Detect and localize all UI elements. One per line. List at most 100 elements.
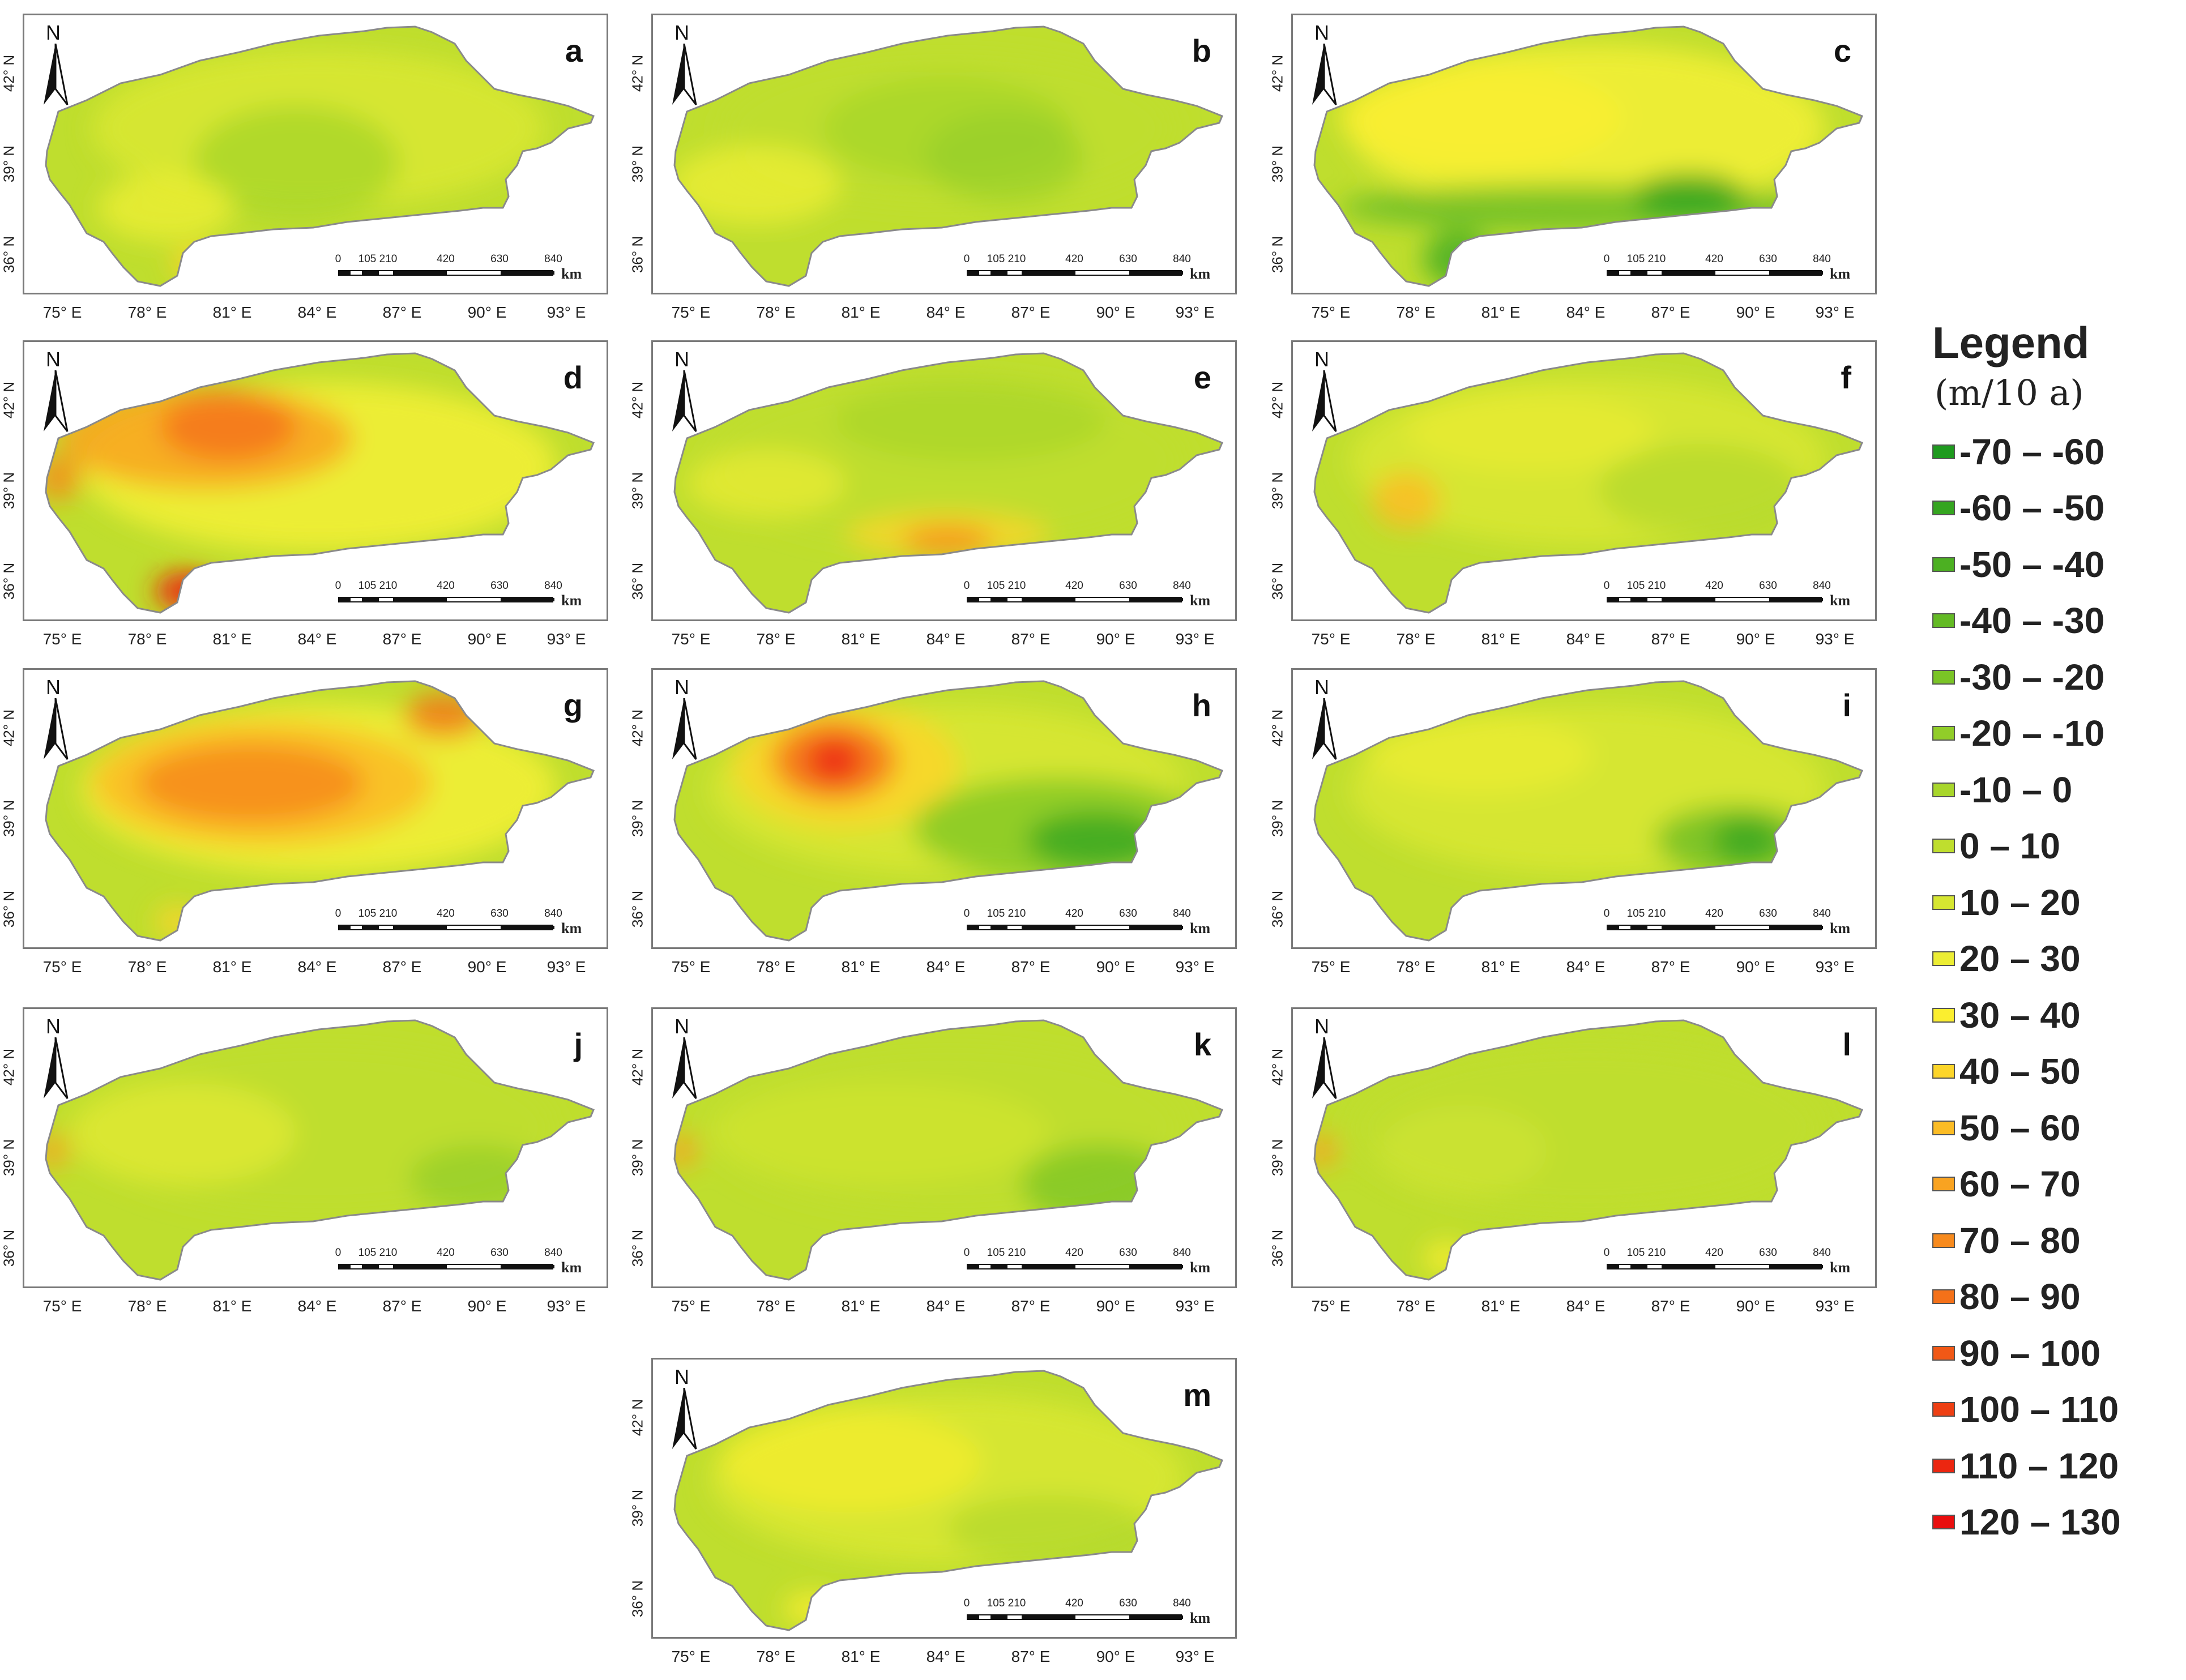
- trend-map: [673, 25, 1223, 287]
- longitude-axis: 75° E 78° E 81° E 84° E 87° E 90° E 93° E: [651, 958, 1237, 981]
- scale-bar: 0 105 210 420 630 840 km: [964, 1247, 1210, 1279]
- legend-item: 20 – 30: [1932, 931, 2181, 988]
- trend-map: [673, 680, 1223, 942]
- scale-tick-label: 840: [1813, 908, 1831, 920]
- legend-label: -60 – -50: [1959, 488, 2105, 529]
- latitude-label: 36° N: [629, 1229, 646, 1267]
- scale-bar: 0 105 210 420 630 840 km: [964, 908, 1210, 939]
- latitude-label: 39° N: [629, 472, 646, 510]
- legend-item: -10 – 0: [1932, 762, 2181, 818]
- scale-tick-label: 630: [490, 253, 509, 265]
- latitude-label: 42° N: [629, 1048, 646, 1086]
- scale-tick-label: 630: [1119, 1247, 1137, 1259]
- longitude-label: 78° E: [756, 1648, 796, 1665]
- legend-swatch: [1932, 839, 1955, 854]
- longitude-label: 78° E: [756, 1297, 796, 1315]
- latitude-label: 42° N: [1269, 1048, 1286, 1086]
- latitude-label: 42° N: [0, 1048, 18, 1086]
- scale-bar-graphic: [967, 925, 1183, 930]
- longitude-label: 75° E: [42, 630, 82, 648]
- legend-swatch: [1932, 1120, 1955, 1135]
- longitude-label: 93° E: [1815, 958, 1855, 976]
- trend-zone: [46, 455, 81, 501]
- legend-label: 10 – 20: [1959, 882, 2081, 923]
- latitude-label: 39° N: [0, 800, 18, 837]
- longitude-label: 75° E: [671, 958, 711, 976]
- longitude-label: 81° E: [841, 958, 881, 976]
- scale-bar: 0 105 210 420 630 840 km: [963, 253, 1210, 285]
- scale-tick-label: 420: [1065, 1247, 1083, 1259]
- longitude-label: 75° E: [1311, 1297, 1351, 1315]
- longitude-label: 84° E: [1566, 1297, 1606, 1315]
- latitude-label: 39° N: [629, 145, 646, 183]
- longitude-label: 90° E: [1096, 303, 1135, 321]
- scale-unit: km: [1190, 1259, 1211, 1276]
- latitude-label: 39° N: [1269, 1139, 1286, 1177]
- longitude-label: 84° E: [926, 303, 966, 321]
- north-arrow-icon: N: [38, 21, 78, 106]
- trend-zone: [1423, 230, 1491, 286]
- longitude-label: 84° E: [926, 958, 966, 976]
- trend-map: [45, 25, 595, 287]
- longitude-label: 87° E: [1011, 958, 1051, 976]
- scale-tick-label: 630: [1759, 908, 1777, 920]
- trend-zone: [925, 112, 1083, 202]
- legend-swatch: [1932, 669, 1955, 685]
- longitude-label: 93° E: [1815, 303, 1855, 321]
- north-arrow-icon: N: [1307, 1015, 1346, 1100]
- north-arrow-icon: N: [667, 348, 706, 433]
- scale-tick-label: 630: [1119, 1597, 1137, 1609]
- longitude-label: 75° E: [671, 1648, 711, 1665]
- legend-swatch: [1932, 1515, 1955, 1530]
- scale-tick-label: 105 210: [987, 1597, 1026, 1609]
- longitude-label: 84° E: [1566, 958, 1606, 976]
- latitude-label: 42° N: [629, 54, 646, 92]
- scale-tick-label: 840: [544, 253, 562, 265]
- latitude-label: 36° N: [629, 1580, 646, 1618]
- legend-label: 100 – 110: [1959, 1389, 2119, 1430]
- scale-tick-label: 630: [490, 580, 509, 592]
- legend-swatch: [1932, 1064, 1955, 1079]
- longitude-label: 90° E: [467, 958, 507, 976]
- scale-tick-label: 840: [1173, 1247, 1191, 1259]
- longitude-label: 84° E: [926, 1648, 966, 1665]
- scale-tick-label: 630: [490, 1247, 509, 1259]
- panel-label: c: [1833, 33, 1851, 69]
- scale-tick-label: 105 210: [987, 580, 1026, 592]
- scale-bar-graphic: [967, 597, 1183, 602]
- legend-item: 40 – 50: [1932, 1044, 2181, 1100]
- longitude-axis: 75° E 78° E 81° E 84° E 87° E 90° E 93° E: [1291, 630, 1877, 653]
- latitude-label: 36° N: [1269, 1229, 1286, 1267]
- scale-tick-label: 0: [963, 253, 970, 265]
- legend-item: -60 – -50: [1932, 480, 2181, 537]
- scale-tick-label: 840: [1173, 580, 1191, 592]
- trend-map: [1313, 25, 1863, 287]
- scale-bar-graphic: [338, 925, 554, 930]
- trend-zone: [902, 526, 993, 554]
- panel-label: a: [565, 33, 583, 69]
- scale-unit: km: [1190, 920, 1211, 937]
- latitude-label: 36° N: [1269, 236, 1286, 273]
- trend-zone: [834, 382, 1106, 461]
- longitude-label: 90° E: [1736, 1297, 1775, 1315]
- longitude-axis: 75° E 78° E 81° E 84° E 87° E 90° E 93° E: [23, 303, 608, 326]
- scale-tick-label: 0: [335, 1247, 341, 1259]
- longitude-label: 75° E: [42, 1297, 82, 1315]
- longitude-axis: 75° E 78° E 81° E 84° E 87° E 90° E 93° E: [23, 958, 608, 981]
- legend-item: 60 – 70: [1932, 1156, 2181, 1213]
- scale-bar-graphic: [967, 270, 1183, 276]
- longitude-axis: 75° E 78° E 81° E 84° E 87° E 90° E 93° E: [651, 1648, 1237, 1670]
- legend-item: 70 – 80: [1932, 1212, 2181, 1269]
- north-arrow-icon: N: [1307, 348, 1346, 433]
- scale-tick-label: 630: [1759, 253, 1777, 265]
- legend-item: 10 – 20: [1932, 874, 2181, 931]
- longitude-label: 81° E: [1481, 630, 1521, 648]
- latitude-label: 36° N: [0, 890, 18, 928]
- legend-label: -10 – 0: [1959, 769, 2073, 810]
